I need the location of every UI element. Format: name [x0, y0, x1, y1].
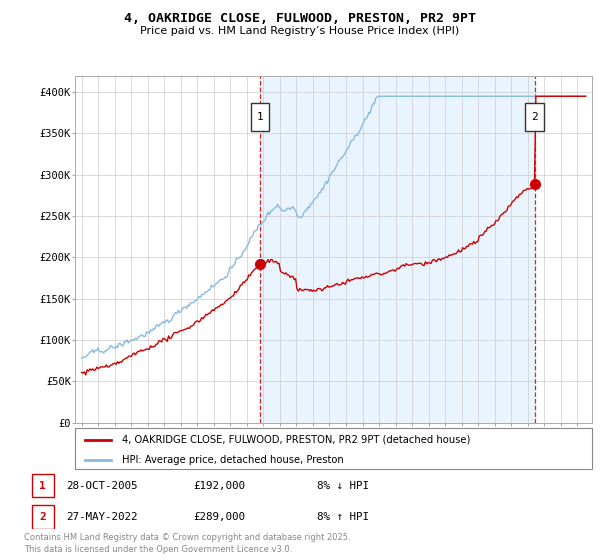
Text: 28-OCT-2005: 28-OCT-2005 [66, 480, 137, 491]
Text: 27-MAY-2022: 27-MAY-2022 [66, 512, 137, 522]
Text: 1: 1 [40, 480, 46, 491]
FancyBboxPatch shape [251, 103, 269, 131]
Text: 4, OAKRIDGE CLOSE, FULWOOD, PRESTON, PR2 9PT: 4, OAKRIDGE CLOSE, FULWOOD, PRESTON, PR2… [124, 12, 476, 25]
Text: 8% ↑ HPI: 8% ↑ HPI [317, 512, 369, 522]
Text: 4, OAKRIDGE CLOSE, FULWOOD, PRESTON, PR2 9PT (detached house): 4, OAKRIDGE CLOSE, FULWOOD, PRESTON, PR2… [122, 435, 470, 445]
Text: HPI: Average price, detached house, Preston: HPI: Average price, detached house, Pres… [122, 455, 343, 465]
FancyBboxPatch shape [75, 428, 592, 469]
Text: 8% ↓ HPI: 8% ↓ HPI [317, 480, 369, 491]
Bar [260, 76, 535, 423]
Text: 2: 2 [40, 512, 46, 522]
Text: Contains HM Land Registry data © Crown copyright and database right 2025.: Contains HM Land Registry data © Crown c… [24, 533, 350, 542]
Text: Price paid vs. HM Land Registry’s House Price Index (HPI): Price paid vs. HM Land Registry’s House … [140, 26, 460, 36]
Text: 1: 1 [257, 112, 264, 122]
Text: This data is licensed under the Open Government Licence v3.0.: This data is licensed under the Open Gov… [24, 545, 292, 554]
Text: £289,000: £289,000 [193, 512, 245, 522]
Text: £192,000: £192,000 [193, 480, 245, 491]
FancyBboxPatch shape [32, 474, 53, 497]
FancyBboxPatch shape [526, 103, 544, 131]
FancyBboxPatch shape [32, 505, 53, 529]
Text: 2: 2 [531, 112, 538, 122]
